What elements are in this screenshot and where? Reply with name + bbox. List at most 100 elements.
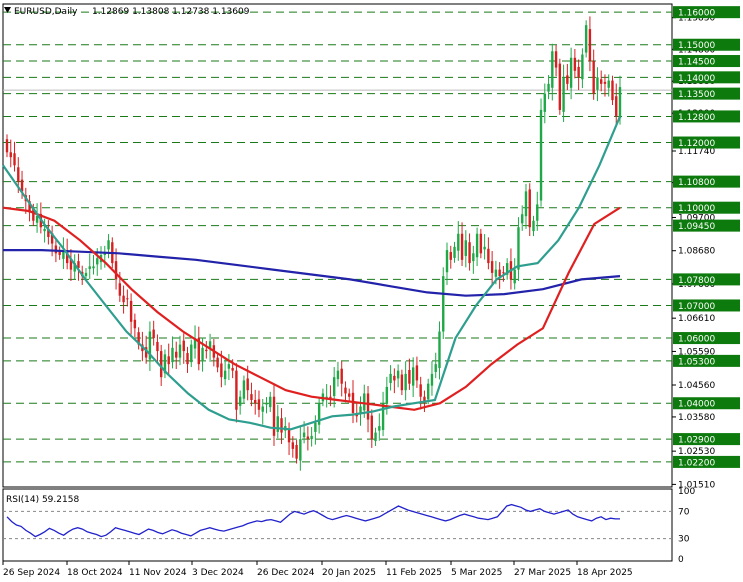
- candle-body: [118, 283, 122, 296]
- candle-body: [122, 295, 125, 303]
- candle-body: [332, 377, 336, 397]
- y-tick-label: 1.15830: [678, 14, 715, 24]
- candle-body: [554, 51, 558, 68]
- candle-body: [366, 393, 370, 420]
- candle-body: [242, 380, 246, 399]
- symbol-label: EURUSD,Daily: [14, 7, 78, 17]
- level-label: 1.02200: [678, 458, 715, 468]
- candle-body: [513, 269, 516, 284]
- candle-body: [171, 347, 174, 363]
- candle-body: [310, 435, 313, 440]
- x-tick-label: 26 Dec 2024: [257, 568, 315, 578]
- ohlc-readout: 1.12869 1.13808 1.12738 1.13609: [92, 7, 250, 17]
- candle-body: [415, 365, 419, 381]
- main-plot-area: [2, 3, 673, 562]
- candle-body: [167, 356, 170, 365]
- level-box: [673, 136, 740, 149]
- candle-body: [88, 266, 91, 269]
- moving-averages: [2, 115, 622, 431]
- level-box: [673, 110, 740, 123]
- rsi-panel: 100 70 30 0: [3, 487, 695, 565]
- candle-body: [479, 233, 483, 254]
- candle-body: [438, 331, 441, 369]
- candle-body: [521, 214, 524, 224]
- candle-body: [355, 414, 358, 417]
- level-label: 1.09450: [678, 222, 715, 232]
- candle-body: [269, 396, 272, 408]
- candle-body: [596, 77, 599, 90]
- level-label: 1.13500: [678, 90, 715, 100]
- rsi-tick-label: 70: [678, 507, 690, 517]
- x-tick-label: 3 Dec 2024: [192, 568, 244, 578]
- y-tick-label: 1.05590: [678, 347, 715, 357]
- candle-body: [442, 276, 445, 332]
- candle-body: [227, 364, 231, 369]
- level-label: 1.16000: [678, 9, 715, 19]
- candle-body: [220, 363, 223, 378]
- candle-body: [272, 396, 276, 436]
- candle-body: [295, 444, 298, 459]
- candle-body: [302, 432, 306, 438]
- candle-body: [505, 263, 509, 275]
- candle-body: [558, 63, 562, 110]
- candle-body: [159, 351, 163, 378]
- candle-body: [287, 429, 291, 443]
- candle-body: [615, 96, 618, 117]
- candle-body: [547, 83, 550, 92]
- level-box: [673, 332, 740, 345]
- candle-body: [20, 179, 24, 192]
- level-label: 1.07000: [678, 302, 715, 312]
- candle-body: [400, 374, 404, 391]
- candle-body: [73, 263, 76, 272]
- level-box: [673, 354, 740, 367]
- candle-body: [517, 227, 520, 270]
- candle-body: [336, 370, 340, 380]
- candle-body: [47, 228, 50, 238]
- candle-body: [453, 246, 456, 258]
- y-tick-label: 1.06610: [678, 314, 715, 324]
- candle-body: [43, 228, 46, 232]
- candle-body: [92, 266, 95, 269]
- y-tick-label: 1.02530: [678, 447, 715, 457]
- candle-body: [393, 375, 396, 381]
- candle-body: [359, 406, 362, 415]
- candle-body: [28, 201, 31, 213]
- level-box: [673, 71, 740, 84]
- candle-body: [13, 153, 16, 166]
- candle-body: [385, 386, 389, 404]
- candle-body: [592, 61, 595, 94]
- candle-body: [216, 357, 219, 368]
- candle-body: [62, 250, 65, 259]
- level-box: [673, 201, 740, 214]
- candle-body: [588, 29, 592, 62]
- level-label: 1.10800: [678, 178, 715, 188]
- level-box: [673, 175, 740, 188]
- candle-body: [374, 432, 377, 442]
- candle-body: [84, 272, 88, 277]
- candle-body: [175, 351, 178, 358]
- candle-body: [65, 250, 69, 264]
- rsi-line: [6, 503, 620, 538]
- candle-body: [490, 261, 494, 273]
- candle-body: [532, 220, 535, 232]
- candle-body: [419, 384, 422, 397]
- candle-body: [581, 54, 584, 80]
- candle-body: [536, 204, 539, 221]
- level-label: 1.02900: [678, 436, 715, 446]
- candle-body: [178, 344, 182, 358]
- ma-mid-line: [2, 206, 621, 411]
- rsi-tick-label: 100: [678, 487, 695, 497]
- ma-fast-line: [2, 115, 622, 431]
- candle-body: [607, 80, 610, 88]
- x-tick-label: 18 Oct 2024: [67, 568, 123, 578]
- candlestick-series: [5, 16, 622, 471]
- candle-body: [250, 394, 253, 400]
- level-box: [673, 38, 740, 51]
- candle-body: [186, 353, 189, 365]
- level-label: 1.06000: [678, 335, 715, 345]
- candle-body: [611, 80, 614, 101]
- y-tick-label: 1.04560: [678, 381, 715, 391]
- x-tick-label: 5 Mar 2025: [451, 568, 502, 578]
- candle-body: [584, 25, 588, 53]
- chart-menu-triangle-icon[interactable]: [4, 7, 11, 13]
